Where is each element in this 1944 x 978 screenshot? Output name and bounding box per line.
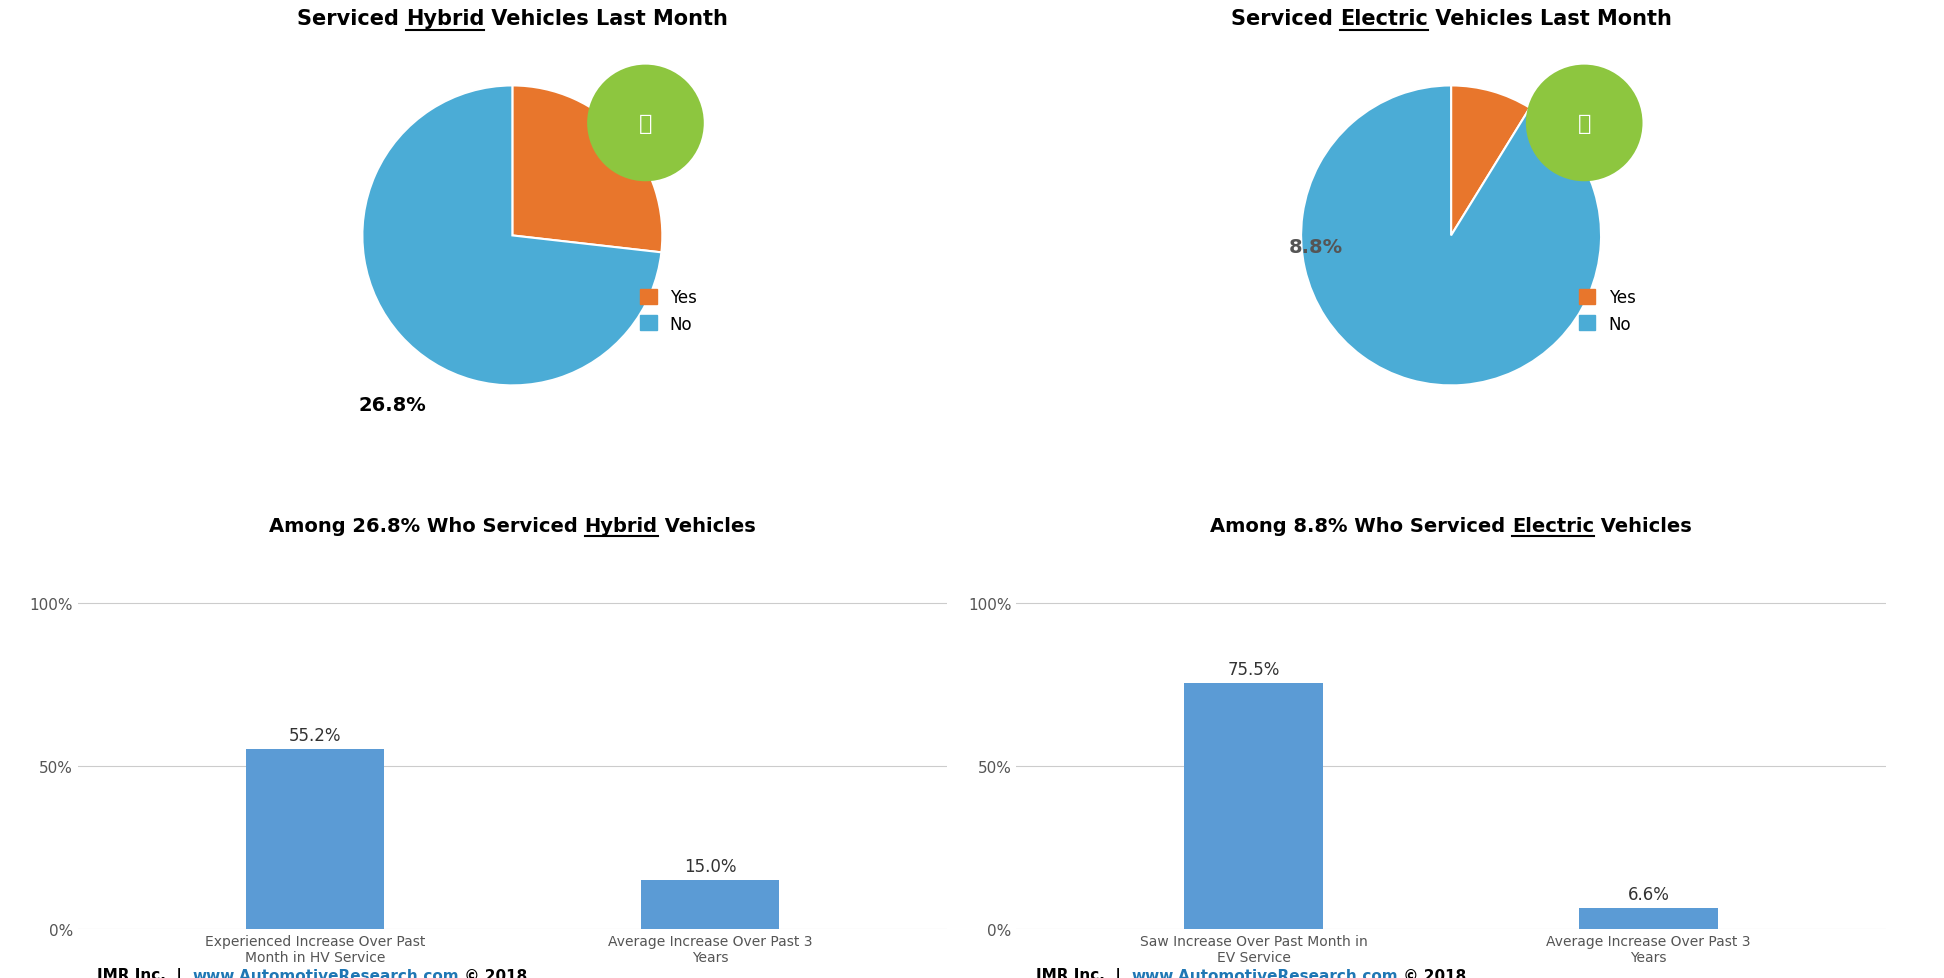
Text: 26.8%: 26.8% <box>358 395 426 415</box>
Text: Electric: Electric <box>1339 10 1427 29</box>
Text: 8.8%: 8.8% <box>1289 238 1343 257</box>
Text: 15.0%: 15.0% <box>684 858 737 875</box>
Text: © 2018: © 2018 <box>1398 968 1466 978</box>
Text: 75.5%: 75.5% <box>1227 660 1279 679</box>
Text: 73.2%: 73.2% <box>404 526 470 546</box>
Wedge shape <box>513 86 663 253</box>
Text: IMR Inc.  |: IMR Inc. | <box>1036 967 1131 978</box>
Text: Among 26.8% Who Serviced: Among 26.8% Who Serviced <box>268 516 585 535</box>
Text: Serviced: Serviced <box>297 10 406 29</box>
Text: Vehicles Last Month: Vehicles Last Month <box>484 10 729 29</box>
Text: IMR Inc.  |: IMR Inc. | <box>97 967 192 978</box>
Wedge shape <box>1450 86 1530 236</box>
Text: 6.6%: 6.6% <box>1627 885 1670 903</box>
Text: Vehicles Last Month: Vehicles Last Month <box>1427 10 1672 29</box>
Text: Vehicles: Vehicles <box>1594 516 1691 535</box>
Legend: Yes, No: Yes, No <box>634 283 704 340</box>
Text: Hybrid: Hybrid <box>406 10 484 29</box>
Wedge shape <box>1301 86 1602 386</box>
Text: 90.2%: 90.2% <box>1343 489 1409 508</box>
Wedge shape <box>362 86 661 386</box>
Bar <box>1579 908 1718 929</box>
Text: Serviced: Serviced <box>1231 10 1339 29</box>
Bar <box>1184 684 1322 929</box>
Text: 🔌: 🔌 <box>1577 113 1590 134</box>
Text: www.AutomotiveResearch.com: www.AutomotiveResearch.com <box>1131 968 1398 978</box>
Text: © 2018: © 2018 <box>459 968 527 978</box>
Text: ⛽: ⛽ <box>640 113 651 134</box>
Text: Electric: Electric <box>1512 516 1594 535</box>
Bar <box>245 749 385 929</box>
Text: www.AutomotiveResearch.com: www.AutomotiveResearch.com <box>192 968 459 978</box>
Bar <box>642 880 780 929</box>
Text: Among 8.8% Who Serviced: Among 8.8% Who Serviced <box>1211 516 1512 535</box>
Text: Vehicles: Vehicles <box>657 516 756 535</box>
Text: Hybrid: Hybrid <box>585 516 657 535</box>
Legend: Yes, No: Yes, No <box>1573 283 1643 340</box>
Text: 55.2%: 55.2% <box>288 727 340 744</box>
